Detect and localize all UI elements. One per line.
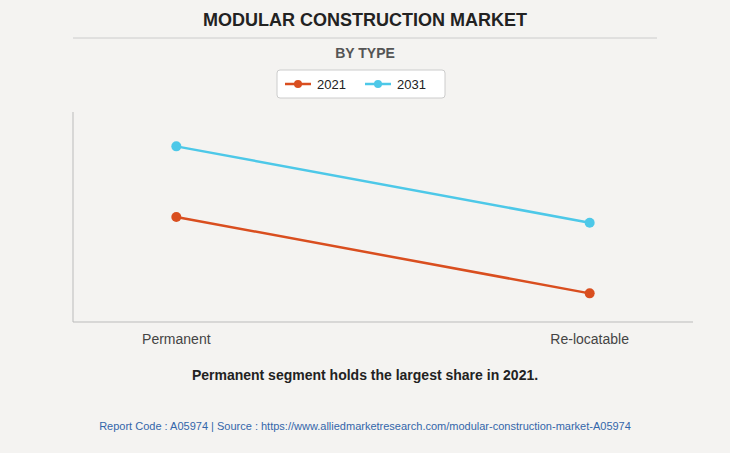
footer: Report Code : A05974 | Source : https://… — [99, 420, 631, 432]
legend-marker — [294, 80, 302, 88]
legend-label: 2031 — [397, 77, 426, 92]
point — [171, 212, 181, 222]
x-axis-line — [73, 322, 693, 323]
x-tick-label: Permanent — [142, 331, 211, 347]
x-tick-label: Re-locatable — [550, 331, 629, 347]
point — [171, 141, 181, 151]
legend-frame — [277, 70, 445, 98]
legend-label: 2021 — [317, 77, 346, 92]
title-rule — [73, 38, 657, 39]
plot-area — [171, 141, 594, 298]
subtitle: BY TYPE — [335, 45, 395, 61]
legend: 2021 2031 — [277, 70, 445, 98]
series-line — [176, 146, 589, 222]
annotation: Permanent segment holds the largest shar… — [192, 367, 538, 383]
series-line — [176, 217, 589, 293]
y-axis-line — [73, 112, 74, 322]
chart: MODULAR CONSTRUCTION MARKET BY TYPE Perman… — [0, 0, 730, 453]
legend-marker — [374, 80, 382, 88]
title: MODULAR CONSTRUCTION MARKET — [203, 10, 527, 30]
point — [585, 288, 595, 298]
point — [585, 218, 595, 228]
